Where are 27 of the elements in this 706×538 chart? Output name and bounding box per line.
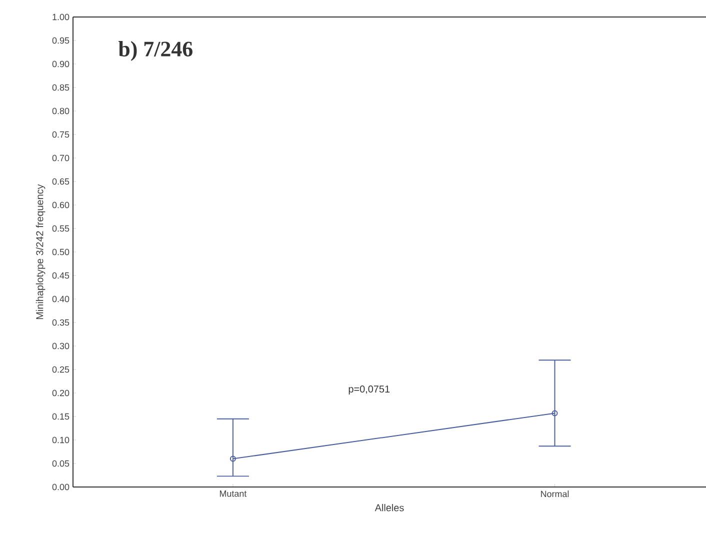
y-tick-label: 0.85 bbox=[52, 84, 70, 91]
y-axis-title: Minihaplotype 3/242 frequency bbox=[36, 184, 46, 320]
y-tick-label: 0.90 bbox=[52, 60, 70, 68]
y-tick-label: 0.95 bbox=[52, 37, 70, 44]
y-tick-label: 0.50 bbox=[52, 248, 70, 256]
y-tick-label: 0.45 bbox=[52, 272, 70, 279]
y-tick-label: 0.60 bbox=[52, 202, 70, 208]
y-tick-label: 1.00 bbox=[52, 14, 70, 20]
y-tick-label: 0.30 bbox=[52, 342, 70, 350]
y-tick-label: 0.10 bbox=[52, 436, 70, 444]
annotation: b) 7/246 bbox=[118, 41, 192, 61]
y-tick-label: 0.55 bbox=[52, 225, 70, 232]
x-tick-label: Normal bbox=[541, 490, 569, 498]
y-tick-label: 0.80 bbox=[52, 108, 70, 114]
y-tick-label: 0.75 bbox=[52, 131, 70, 138]
y-tick-label: 0.70 bbox=[52, 154, 70, 162]
y-tick-label: 0.40 bbox=[52, 296, 70, 302]
y-tick-label: 0.05 bbox=[52, 460, 70, 467]
y-tick-label: 0.65 bbox=[52, 178, 70, 185]
y-tick-label: 0.20 bbox=[52, 390, 70, 396]
y-tick-label: 0.25 bbox=[52, 366, 70, 373]
y-tick-label: 0.15 bbox=[52, 413, 70, 420]
y-tick-label: 0.35 bbox=[52, 319, 70, 326]
y-tick-label: 0.00 bbox=[52, 484, 70, 490]
x-axis-title: Alleles bbox=[374, 504, 404, 512]
annotation: p=0,0751 bbox=[348, 385, 390, 395]
x-tick-label: Mutant bbox=[220, 490, 247, 497]
